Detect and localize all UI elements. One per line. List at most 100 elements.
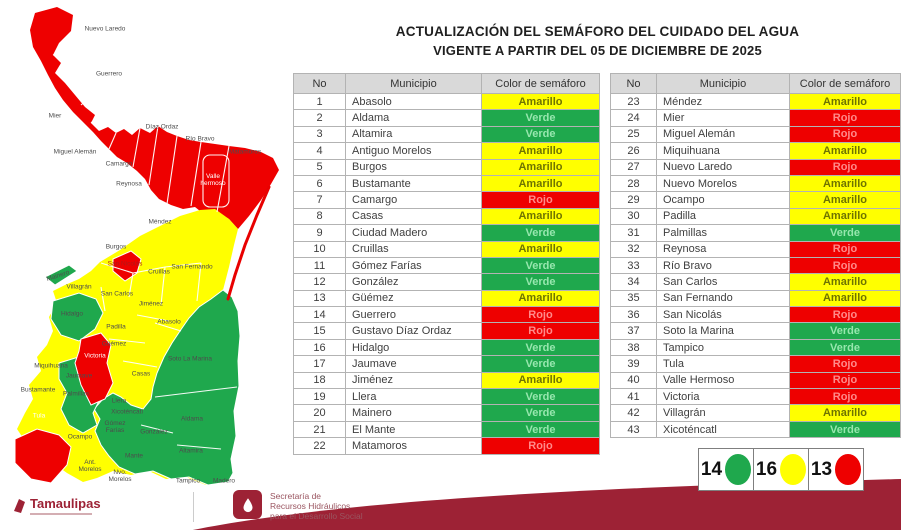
cell-no: 32 <box>610 240 657 258</box>
cell-municipio: Tampico <box>656 338 790 357</box>
map-label: Jiménez <box>138 300 164 308</box>
map-labels: Nuevo Laredo Guerrero Mier Miguel Alemán Cam… <box>5 5 290 490</box>
cell-no: 33 <box>610 256 657 275</box>
cell-municipio: Valle Hermoso <box>656 371 790 390</box>
cell-status: Rojo <box>789 388 901 406</box>
cell-municipio: Mainero <box>345 404 482 422</box>
cell-status: Amarillo <box>481 92 600 111</box>
cell-municipio: Padilla <box>656 207 790 226</box>
map-coastal-strip-red <box>226 185 271 301</box>
semaforo-table-1: No Municipio Color de semáforo 1 Abasolo A… <box>293 73 600 455</box>
cell-no: 35 <box>610 289 657 308</box>
cell-status: Rojo <box>481 322 600 340</box>
cell-municipio: Ciudad Madero <box>345 224 482 242</box>
cell-no: 40 <box>610 371 657 390</box>
cell-municipio: El Mante <box>345 420 482 439</box>
map-label: Victoria <box>84 352 106 360</box>
map-label: Reynosa <box>116 180 142 188</box>
table-row: 22 Matamoros Rojo <box>293 437 600 455</box>
title-line2: VIGENTE A PARTIR DEL 05 DE DICIEMBRE DE … <box>433 43 762 58</box>
cell-municipio: Miguel Alemán <box>656 125 790 144</box>
map-label: Mante <box>124 452 144 460</box>
table-row: 19 Llera Verde <box>293 388 600 406</box>
header-municipio: Municipio <box>345 73 482 94</box>
table-row: 41 Victoria Rojo <box>610 388 901 406</box>
table-row: 15 Gustavo Díaz Ordaz Rojo <box>293 322 600 340</box>
header-municipio: Municipio <box>656 73 790 94</box>
map-region-tula-red <box>14 428 72 484</box>
cell-municipio: San Nicolás <box>656 306 790 324</box>
table-row: 36 San Nicolás Rojo <box>610 306 901 324</box>
map-label: San Nicolás <box>107 260 143 268</box>
cell-status: Verde <box>481 420 600 439</box>
cell-status: Verde <box>481 338 600 357</box>
green-dot-icon <box>725 454 752 485</box>
table-row: 2 Aldama Verde <box>293 109 600 127</box>
cell-status: Amarillo <box>789 191 901 209</box>
cell-municipio: Aldama <box>345 109 482 127</box>
cell-status: Verde <box>789 322 901 340</box>
map-label: Miquihuana <box>34 362 68 370</box>
brand-subline <box>30 513 92 515</box>
cell-municipio: Villagrán <box>656 404 790 422</box>
map-boundary-lines <box>52 48 238 450</box>
table-row: 3 Altamira Verde <box>293 125 600 144</box>
map-label: Mainero <box>45 269 71 283</box>
cell-status: Verde <box>789 338 901 357</box>
cell-status: Amarillo <box>789 404 901 422</box>
cell-municipio: Xicoténcatl <box>656 420 790 439</box>
header-color: Color de semáforo <box>481 73 600 94</box>
map-region-hidalgo-green <box>50 292 104 342</box>
map-label: Valle hermoso <box>200 173 226 187</box>
cell-no: 24 <box>610 109 657 127</box>
cell-no: 39 <box>610 355 657 373</box>
table-row: 29 Ocampo Amarillo <box>610 191 901 209</box>
map-label: Llera <box>111 397 127 405</box>
table-row: 11 Gómez Farías Verde <box>293 256 600 275</box>
map-label: Jaumave <box>65 372 93 380</box>
cell-no: 18 <box>293 371 346 390</box>
table-row: 42 Villagrán Amarillo <box>610 404 901 422</box>
table-row: 17 Jaumave Verde <box>293 355 600 373</box>
cell-status: Verde <box>481 355 600 373</box>
table-row: 12 González Verde <box>293 273 600 291</box>
cell-status: Rojo <box>789 125 901 144</box>
cell-municipio: Camargo <box>345 191 482 209</box>
map-label: Tampico <box>175 477 201 485</box>
tamaulipas-map: Nuevo Laredo Guerrero Mier Miguel Alemán Cam… <box>5 5 290 490</box>
map-label: Tula <box>32 412 46 420</box>
cell-no: 29 <box>610 191 657 209</box>
header-no: No <box>610 73 657 94</box>
cell-status: Amarillo <box>481 174 600 193</box>
table-row: 10 Cruillas Amarillo <box>293 240 600 258</box>
table-row: 23 Méndez Amarillo <box>610 92 901 111</box>
cell-no: 22 <box>293 437 346 455</box>
cell-status: Rojo <box>789 371 901 390</box>
cell-status: Amarillo <box>481 207 600 226</box>
cell-municipio: Río Bravo <box>656 256 790 275</box>
brand-name: Tamaulipas <box>30 496 101 511</box>
cell-status: Amarillo <box>789 142 901 160</box>
map-label: Nuevo Laredo <box>84 25 126 33</box>
map-label: Hidalgo <box>60 310 84 318</box>
water-secretariat-icon <box>233 490 262 519</box>
secretariat-line3: para el Desarrollo Social <box>270 511 363 521</box>
cell-municipio: Guerrero <box>345 306 482 324</box>
map-label: Río Bravo <box>185 135 215 143</box>
cell-status: Verde <box>481 125 600 144</box>
cell-status: Amarillo <box>789 207 901 226</box>
table-row: 39 Tula Rojo <box>610 355 901 373</box>
cell-no: 14 <box>293 306 346 324</box>
footer-swoosh <box>192 479 901 530</box>
cell-municipio: Reynosa <box>656 240 790 258</box>
legend-item-verde: 14 <box>698 448 754 491</box>
map-label: Casas <box>131 370 151 378</box>
map-label: Miguel Alemán <box>53 148 97 156</box>
cell-no: 17 <box>293 355 346 373</box>
cell-municipio: San Carlos <box>656 273 790 291</box>
secretariat-text: Secretaría de Recursos Hidráulicos para … <box>270 491 363 521</box>
cell-no: 16 <box>293 338 346 357</box>
red-dot-icon <box>835 454 862 485</box>
map-region-san-nicolas-red <box>112 250 142 282</box>
cell-municipio: Miquihuana <box>656 142 790 160</box>
